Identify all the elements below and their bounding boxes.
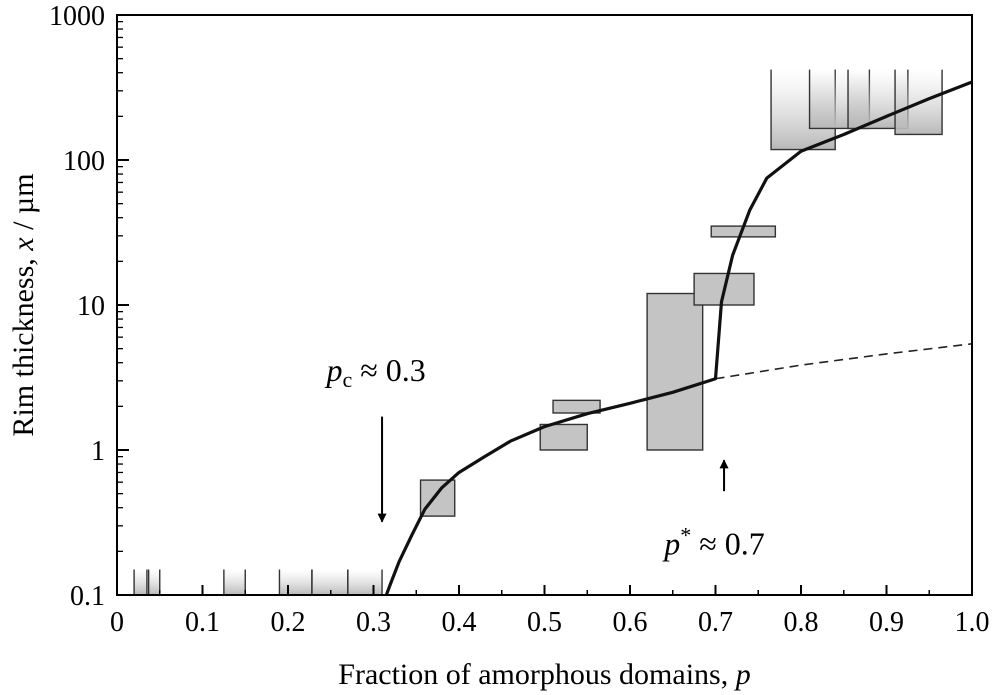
annotation-value: ≈ 0.7: [691, 526, 765, 562]
x-tick-label-1: 0.1: [185, 607, 220, 638]
y-axis-title-text: Rim thickness,: [7, 251, 40, 437]
x-axis-title-text: Fraction of amorphous domains,: [338, 658, 735, 691]
x-tick-label-0: 0: [110, 607, 124, 638]
annotation-symbol: p: [324, 352, 342, 388]
x-tick-label-10: 1.0: [955, 607, 990, 638]
y-axis-title: Rim thickness, x / µm: [7, 173, 40, 436]
x-tick-label-8: 0.8: [784, 607, 819, 638]
data-box-1-fill: [148, 569, 160, 595]
extrapolation-line: [715, 343, 973, 380]
x-axis-title: Fraction of amorphous domains, p: [338, 658, 750, 691]
data-box-15: [894, 69, 943, 136]
data-box-6: [419, 479, 456, 517]
annotation-superscript: *: [680, 523, 691, 548]
y-axis-title-unit: / µm: [7, 173, 40, 237]
y-tick-label-4: 1000: [49, 1, 105, 32]
fit-curve: [384, 80, 973, 596]
y-axis-title-var: x: [7, 237, 40, 252]
x-tick-label-2: 0.2: [271, 607, 306, 638]
annotation-value: ≈ 0.3: [352, 352, 426, 388]
data-box-3-fill: [279, 569, 312, 595]
data-box-7: [539, 423, 588, 451]
data-box-8: [552, 399, 601, 414]
x-tick-label-9: 0.9: [869, 607, 904, 638]
x-tick-label-6: 0.6: [613, 607, 648, 638]
y-tick-label-3: 100: [63, 146, 105, 177]
y-tick-label-2: 10: [77, 291, 105, 322]
annotation-symbol: p: [662, 526, 680, 562]
x-tick-label-7: 0.7: [698, 607, 733, 638]
x-axis-ticks: 0 0.1 0.2 0.3 0.4 0.5 0.6 0.7 0.8 0.9 1.0: [110, 585, 990, 638]
x-tick-label-3: 0.3: [356, 607, 391, 638]
data-box-5-fill: [347, 569, 383, 595]
data-box-9: [646, 292, 704, 451]
annotation-label-1: p* ≈ 0.7: [662, 523, 765, 562]
data-boxes: [133, 69, 943, 596]
annotations: pc ≈ 0.3p* ≈ 0.7: [324, 352, 764, 562]
annotation-subscript: c: [342, 367, 352, 392]
data-box-2-fill: [223, 569, 246, 595]
y-tick-label-1: 1: [91, 436, 105, 467]
data-box-0-fill: [134, 569, 147, 595]
fit-curves: [384, 80, 973, 596]
data-box-4-fill: [311, 569, 348, 595]
annotation-label-0: pc ≈ 0.3: [324, 352, 425, 392]
y-tick-label-0: 0.1: [70, 581, 105, 612]
x-axis-title-var: p: [734, 658, 751, 691]
x-tick-label-5: 0.5: [527, 607, 562, 638]
y-axis-ticks: 0.1 1 10 100 1000: [49, 1, 129, 612]
x-tick-label-4: 0.4: [442, 607, 477, 638]
